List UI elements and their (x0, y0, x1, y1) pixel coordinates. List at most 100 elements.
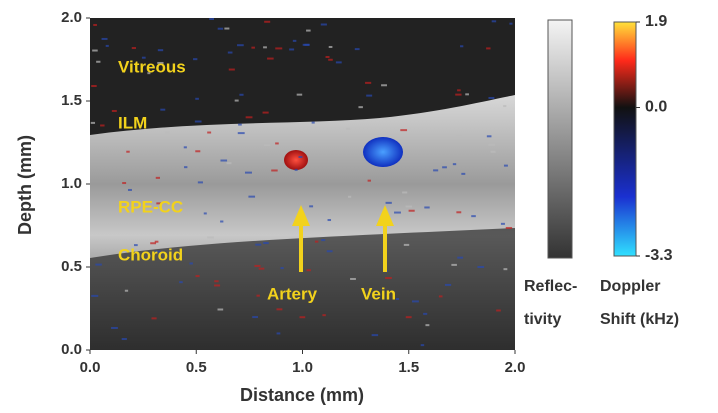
speckle (306, 30, 311, 32)
speckle (366, 95, 372, 97)
speckle (229, 69, 235, 71)
y-tick-label: 2.0 (61, 9, 82, 26)
speckle (91, 295, 98, 297)
speckle (235, 100, 239, 102)
speckle (184, 166, 187, 168)
annotation: Vein (361, 284, 396, 303)
speckle (350, 278, 356, 280)
speckle (95, 264, 101, 266)
speckle (439, 295, 443, 297)
speckle (460, 45, 463, 47)
speckle (263, 46, 267, 48)
speckle (239, 94, 243, 96)
speckle (297, 94, 303, 96)
speckle (486, 47, 490, 49)
speckle (196, 275, 200, 277)
speckle (248, 196, 255, 198)
speckle (501, 223, 505, 225)
speckle (264, 21, 270, 23)
speckle (329, 46, 333, 48)
speckle (254, 265, 260, 267)
speckle (457, 257, 463, 259)
speckle (421, 344, 424, 346)
speckle (312, 122, 315, 124)
speckle (304, 44, 309, 46)
speckle (275, 47, 282, 49)
speckle (368, 180, 371, 182)
speckle (491, 151, 496, 153)
vein-flow (363, 137, 403, 167)
speckle (106, 45, 109, 47)
speckle (385, 277, 392, 279)
speckle (165, 131, 170, 133)
speckle (372, 334, 378, 336)
annotation: Choroid (118, 245, 183, 264)
speckle (238, 124, 242, 126)
x-tick-label: 1.5 (398, 359, 419, 376)
speckle (455, 94, 461, 96)
colorbar-label: tivity (524, 311, 561, 328)
speckle (93, 24, 97, 26)
speckle (214, 284, 220, 286)
x-tick-label: 0.5 (186, 359, 207, 376)
speckle (245, 172, 252, 174)
speckle (405, 206, 412, 208)
speckle (256, 295, 259, 297)
speckle (255, 244, 261, 246)
speckle (151, 317, 156, 319)
speckle (453, 163, 456, 165)
speckle (321, 239, 325, 241)
speckle (477, 266, 484, 268)
y-tick-label: 0.5 (61, 258, 82, 275)
speckle (423, 313, 427, 315)
speckle (189, 262, 193, 264)
speckle (184, 146, 187, 148)
artery-flow (284, 150, 308, 170)
speckle (204, 212, 207, 214)
speckle (412, 300, 419, 302)
y-tick-label: 0.0 (61, 341, 82, 358)
speckle (195, 98, 199, 100)
speckle (207, 132, 211, 134)
colorbar-tick-label: 1.9 (645, 13, 667, 30)
speckle (445, 284, 451, 286)
annotation: ILM (118, 113, 147, 132)
speckle (396, 298, 399, 300)
speckle (488, 97, 494, 99)
speckle (277, 332, 281, 334)
speckle (322, 314, 325, 316)
speckle (122, 182, 126, 184)
x-tick-label: 0.0 (80, 359, 101, 376)
speckle (220, 221, 223, 223)
speckle (179, 281, 183, 283)
x-axis-label: Distance (mm) (240, 385, 364, 405)
speckle (195, 120, 202, 122)
speckle (92, 50, 98, 52)
speckle (492, 20, 496, 22)
speckle (252, 316, 258, 318)
speckle (102, 38, 108, 40)
speckle (451, 264, 457, 266)
speckle (276, 308, 282, 310)
speckle (336, 61, 342, 63)
speckle (346, 128, 350, 130)
speckle (100, 124, 104, 126)
speckle (300, 316, 306, 318)
x-tick-label: 1.0 (292, 359, 313, 376)
x-tick-label: 2.0 (505, 359, 526, 376)
speckle (111, 327, 118, 329)
speckle (457, 89, 461, 91)
speckle (209, 18, 214, 20)
annotation: Vitreous (118, 57, 186, 76)
speckle (365, 82, 371, 84)
speckle (158, 49, 163, 51)
speckle (328, 219, 331, 221)
speckle (409, 210, 415, 212)
annotation: Artery (267, 284, 318, 303)
speckle (218, 28, 223, 30)
speckle (237, 44, 244, 46)
colorbar-label: Reflec- (524, 278, 577, 295)
speckle (328, 59, 333, 61)
speckle (465, 93, 469, 95)
speckle (218, 308, 224, 310)
